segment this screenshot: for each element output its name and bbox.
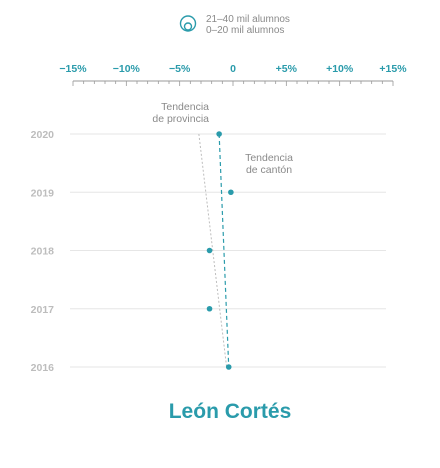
trend-lines [198,133,230,368]
data-point-2017 [206,305,213,312]
x-tick-label: −5% [169,63,191,75]
legend-outer-circle-icon [179,15,197,32]
x-tick-label: −10% [113,63,141,75]
y-tick-label: 2019 [31,187,55,199]
x-tick-label: +5% [276,63,298,75]
annotation-tendencia-provincia: Tendencia de provincia [152,101,209,125]
y-tick-label: 2020 [31,129,55,141]
trend-line-provincia [198,133,228,368]
x-axis: −15% −10% −5% 0 +5% +10% +15% [59,63,407,86]
x-tick-label: 0 [230,63,236,75]
x-tick-label: −15% [59,63,87,75]
legend-inner-circle-icon [183,22,193,31]
x-tick-label: +10% [326,63,354,75]
data-point-2019 [228,189,234,196]
annotation-line: Tendencia [161,101,209,113]
gridlines [70,133,386,368]
annotation-line: de provincia [152,113,209,125]
x-tick-label: +15% [379,63,407,75]
legend-item-small: 0–20 mil alumnos [206,25,284,36]
y-tick-label: 2018 [31,246,55,258]
chart-title: León Cortés [169,400,292,423]
y-tick-label: 2017 [31,304,55,316]
data-points [206,131,234,370]
annotation-tendencia-canton: Tendencia de cantón [245,152,293,176]
legend: 21–40 mil alumnos 0–20 mil alumnos [179,14,290,36]
data-point-2020 [216,131,222,137]
y-tick-label: 2016 [31,362,55,374]
data-point-2016 [225,364,232,370]
legend-item-large: 21–40 mil alumnos [206,14,290,25]
y-axis: 2020 2019 2018 2017 2016 [31,129,55,374]
data-point-2018 [206,247,213,254]
trend-line-canton [218,133,230,368]
annotation-line: de cantón [246,164,292,176]
annotation-line: Tendencia [245,152,293,164]
